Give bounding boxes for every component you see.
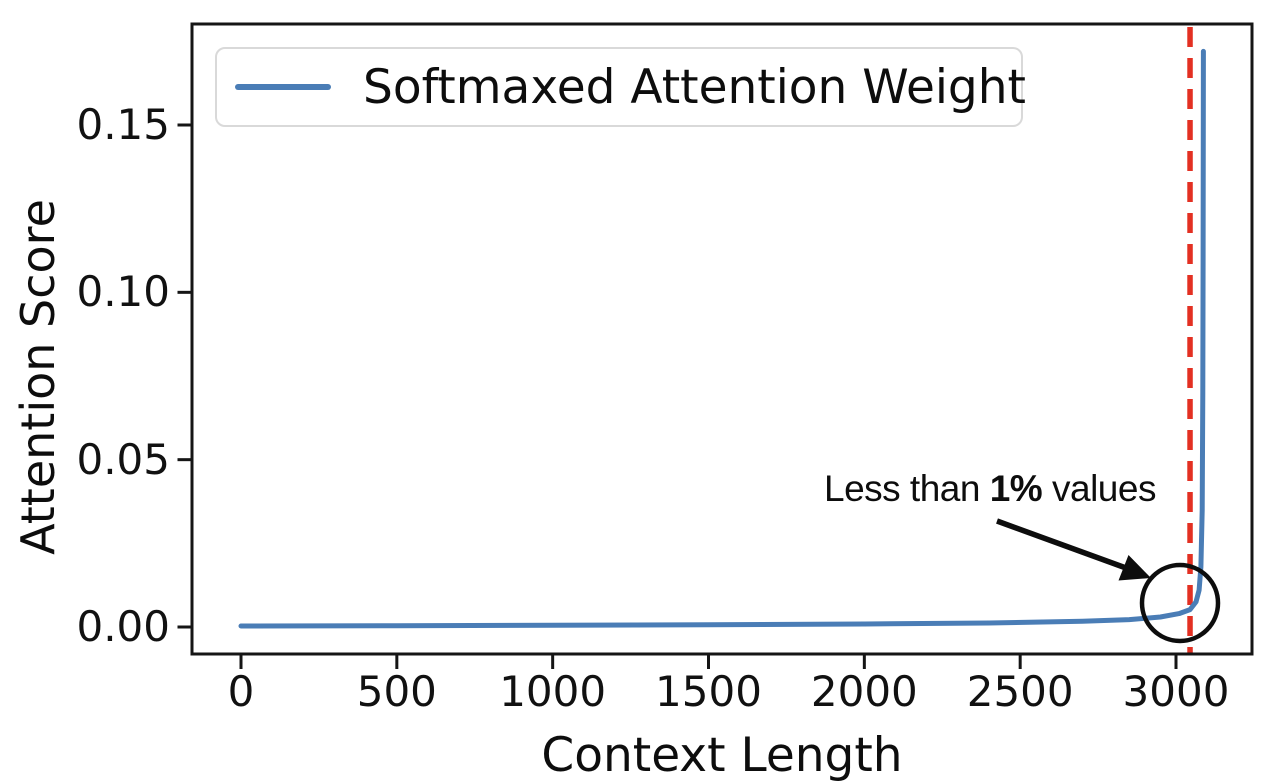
annotation-bold: 1% bbox=[989, 468, 1043, 509]
y-axis-label: Attention Score bbox=[11, 199, 65, 555]
x-axis-label: Context Length bbox=[541, 728, 903, 783]
x-tick-label: 3000 bbox=[1122, 667, 1230, 716]
x-tick-label: 1500 bbox=[655, 667, 762, 716]
y-tick-label: 0.05 bbox=[76, 434, 170, 484]
attention-curve bbox=[238, 48, 1206, 629]
x-tick-label: 2500 bbox=[966, 667, 1074, 716]
x-tick-label: 500 bbox=[356, 667, 437, 716]
tick-marks bbox=[177, 123, 1178, 669]
annotation-arrowhead-icon bbox=[1118, 555, 1151, 581]
highlight-circle bbox=[1139, 562, 1221, 644]
x-tick-label: 0 bbox=[227, 667, 255, 716]
y-tick-label: 0.10 bbox=[76, 267, 170, 317]
y-tick-label: 0.15 bbox=[76, 99, 170, 149]
annotation-arrow bbox=[996, 518, 1127, 571]
x-tick-label: 1000 bbox=[499, 667, 607, 716]
annotation-suffix: values bbox=[1042, 468, 1156, 509]
series-group bbox=[238, 27, 1206, 653]
legend-label: Softmaxed Attention Weight bbox=[363, 59, 1026, 115]
legend-line-swatch-icon bbox=[235, 84, 331, 90]
plot-border bbox=[190, 22, 1254, 656]
x-tick-label: 2000 bbox=[810, 667, 918, 716]
y-tick-label: 0.00 bbox=[76, 602, 170, 651]
annotation-text: Less than 1% values bbox=[824, 469, 1156, 509]
legend: Softmaxed Attention Weight bbox=[215, 47, 1026, 127]
annotation-prefix: Less than bbox=[824, 468, 990, 509]
